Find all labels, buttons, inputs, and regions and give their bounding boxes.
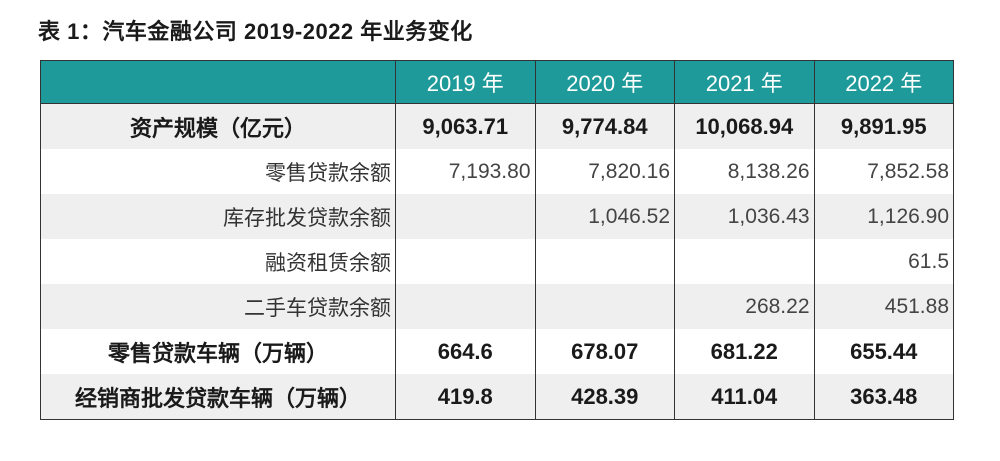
table-cell (395, 239, 535, 284)
table-cell: 363.48 (813, 374, 954, 420)
header-year: 2019 年 (395, 60, 535, 104)
table-cell: 451.88 (813, 284, 954, 329)
table-cell: 9,891.95 (813, 103, 954, 149)
table-cell (534, 239, 675, 284)
table-cell: 411.04 (674, 374, 814, 420)
header-year: 2020 年 (534, 60, 675, 104)
table-cell: 664.6 (395, 329, 535, 374)
table-cell: 1,036.43 (674, 194, 814, 239)
table-row: 零售贷款车辆（万辆） 664.6 678.07 681.22 655.44 (40, 329, 954, 374)
table-cell (395, 194, 535, 239)
header-year: 2022 年 (813, 60, 954, 104)
finance-table: 2019 年 2020 年 2021 年 2022 年 资产规模（亿元） 9,0… (40, 60, 954, 420)
row-label: 融资租赁余额 (40, 239, 396, 284)
table-cell: 1,126.90 (813, 194, 954, 239)
table-cell (395, 284, 535, 329)
row-label: 资产规模（亿元） (40, 103, 396, 149)
table-row: 库存批发贷款余额 1,046.52 1,036.43 1,126.90 (40, 194, 954, 239)
table-cell: 9,063.71 (395, 103, 535, 149)
header-blank-cell (40, 60, 396, 104)
table-body: 资产规模（亿元） 9,063.71 9,774.84 10,068.94 9,8… (40, 103, 954, 420)
table-header: 2019 年 2020 年 2021 年 2022 年 (40, 60, 954, 104)
row-label: 零售贷款余额 (40, 149, 396, 194)
table-cell: 419.8 (395, 374, 535, 420)
table-cell: 678.07 (534, 329, 675, 374)
table-cell: 8,138.26 (674, 149, 814, 194)
table-cell: 428.39 (534, 374, 675, 420)
table-row: 二手车贷款余额 268.22 451.88 (40, 284, 954, 329)
table-cell: 1,046.52 (534, 194, 675, 239)
row-label: 经销商批发贷款车辆（万辆） (40, 374, 396, 420)
table-cell: 7,852.58 (813, 149, 954, 194)
table-cell (674, 239, 814, 284)
table-title: 表 1：汽车金融公司 2019-2022 年业务变化 (38, 19, 473, 44)
header-year: 2021 年 (674, 60, 814, 104)
table-cell: 7,193.80 (395, 149, 535, 194)
table-row: 经销商批发贷款车辆（万辆） 419.8 428.39 411.04 363.48 (40, 374, 954, 420)
row-label: 库存批发贷款余额 (40, 194, 396, 239)
table-row: 融资租赁余额 61.5 (40, 239, 954, 284)
table-cell: 268.22 (674, 284, 814, 329)
table-cell: 655.44 (813, 329, 954, 374)
table-cell: 10,068.94 (674, 103, 814, 149)
header-row: 2019 年 2020 年 2021 年 2022 年 (40, 60, 954, 104)
table-row: 资产规模（亿元） 9,063.71 9,774.84 10,068.94 9,8… (40, 103, 954, 149)
row-label: 二手车贷款余额 (40, 284, 396, 329)
row-label: 零售贷款车辆（万辆） (40, 329, 396, 374)
table-cell (534, 284, 675, 329)
table-row: 零售贷款余额 7,193.80 7,820.16 8,138.26 7,852.… (40, 149, 954, 194)
table-cell: 9,774.84 (534, 103, 675, 149)
table-cell: 681.22 (674, 329, 814, 374)
table-cell: 61.5 (813, 239, 954, 284)
table-cell: 7,820.16 (534, 149, 675, 194)
